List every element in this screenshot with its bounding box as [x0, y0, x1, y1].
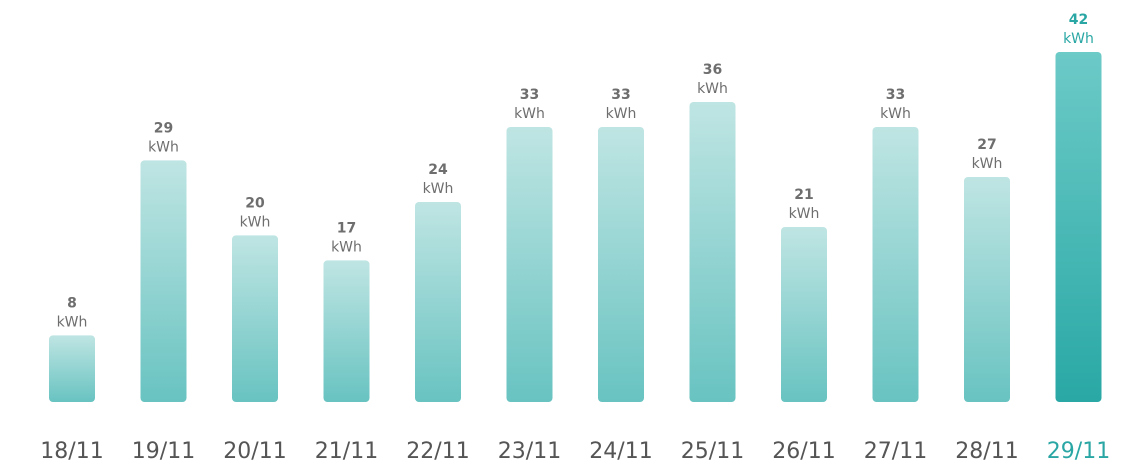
- data-label-unit: kWh: [57, 314, 88, 330]
- data-label-18-11: 8 kWh: [57, 295, 88, 330]
- x-tick-label-23-11: 23/11: [498, 439, 561, 464]
- data-label-value: 24: [428, 162, 448, 178]
- bar-23-11: [506, 127, 553, 402]
- data-label-unit: kWh: [240, 214, 271, 230]
- data-label-22-11: 24 kWh: [423, 162, 454, 197]
- data-label-21-11: 17 kWh: [331, 220, 362, 255]
- data-label-28-11: 27 kWh: [972, 137, 1003, 172]
- bar-27-11: [872, 127, 919, 402]
- bar-22-11: [415, 202, 461, 402]
- x-tick-label-27-11: 27/11: [864, 439, 927, 464]
- data-label-27-11: 33 kWh: [880, 87, 911, 122]
- bar-20-11: [232, 235, 278, 402]
- bar-25-11: [689, 102, 736, 402]
- bar-21-11: [323, 260, 370, 402]
- data-label-value: 8: [67, 295, 77, 311]
- data-label-value: 33: [611, 87, 630, 103]
- data-label-value: 33: [520, 87, 539, 103]
- data-label-23-11: 33 kWh: [514, 87, 545, 122]
- x-axis-ticks-group: 18/11 19/11 20/11 21/11 22/11 23/11 24/11 25/11…: [40, 439, 1110, 464]
- x-tick-label-21-11: 21/11: [315, 439, 378, 464]
- x-tick-label-22-11: 22/11: [406, 439, 469, 464]
- data-label-unit: kWh: [331, 239, 362, 255]
- x-tick-label-24-11: 24/11: [589, 439, 652, 464]
- bar-28-11: [964, 177, 1010, 402]
- data-label-unit: kWh: [972, 156, 1003, 172]
- data-label-unit: kWh: [606, 106, 637, 122]
- data-label-25-11: 36 kWh: [697, 62, 728, 97]
- data-label-unit: kWh: [423, 181, 454, 197]
- x-tick-label-25-11: 25/11: [681, 439, 744, 464]
- bar-26-11: [781, 227, 827, 402]
- x-tick-label-28-11: 28/11: [955, 439, 1018, 464]
- data-label-unit: kWh: [880, 106, 911, 122]
- data-label-unit: kWh: [1063, 31, 1094, 47]
- data-label-value: 21: [794, 187, 813, 203]
- data-label-20-11: 20 kWh: [240, 195, 271, 230]
- data-label-value: 29: [154, 120, 173, 136]
- x-tick-label-18-11: 18/11: [40, 439, 103, 464]
- data-label-29-11: 42 kWh: [1063, 12, 1094, 47]
- bars-group: [49, 52, 1102, 402]
- x-tick-label-19-11: 19/11: [132, 439, 195, 464]
- x-tick-label-29-11: 29/11: [1047, 439, 1110, 464]
- data-label-value: 33: [886, 87, 905, 103]
- bar-24-11: [598, 127, 644, 402]
- bar-29-11: [1055, 52, 1102, 402]
- x-tick-label-20-11: 20/11: [223, 439, 286, 464]
- data-label-value: 27: [977, 137, 996, 153]
- data-label-unit: kWh: [514, 106, 545, 122]
- data-label-19-11: 29 kWh: [148, 120, 179, 155]
- data-label-value: 42: [1069, 12, 1088, 28]
- bar-18-11: [49, 335, 95, 402]
- data-label-value: 36: [703, 62, 722, 78]
- data-label-26-11: 21 kWh: [789, 187, 820, 222]
- bar-19-11: [140, 160, 187, 402]
- x-tick-label-26-11: 26/11: [772, 439, 835, 464]
- data-label-value: 17: [337, 220, 356, 236]
- data-label-24-11: 33 kWh: [606, 87, 637, 122]
- data-label-value: 20: [245, 195, 265, 211]
- data-label-unit: kWh: [697, 81, 728, 97]
- data-label-unit: kWh: [789, 206, 820, 222]
- data-label-unit: kWh: [148, 139, 179, 155]
